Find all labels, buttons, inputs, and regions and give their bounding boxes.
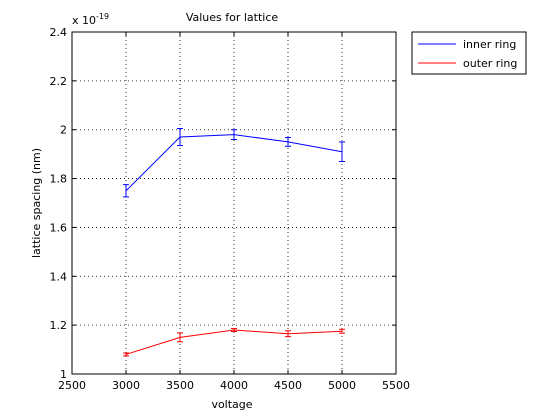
x-tick-label: 4500 <box>274 379 302 392</box>
legend-label-outer-ring: outer ring <box>463 57 517 70</box>
x-axis-label: voltage <box>211 398 252 411</box>
y-tick-label: 1.6 <box>50 221 68 234</box>
y-scale-base: x 10 <box>72 14 96 27</box>
series-outer-ring <box>123 328 345 357</box>
y-tick-label: 1 <box>60 368 67 381</box>
axis-ticks: 2500 3000 3500 4000 4500 5000 5500 1 1.2 1.4 1.6 1.… <box>50 26 411 392</box>
y-axis-label: lattice spacing (nm) <box>30 148 43 258</box>
y-tick-label: 2.4 <box>50 26 68 39</box>
y-tick-label: 2.2 <box>50 75 68 88</box>
series-inner-ring <box>123 127 345 198</box>
x-tick-label: 4000 <box>220 379 248 392</box>
y-scale-exponent: -19 <box>96 12 109 21</box>
x-tick-label: 2500 <box>58 379 86 392</box>
legend: inner ring outer ring <box>411 31 527 75</box>
x-tick-label: 3000 <box>112 379 140 392</box>
series-layer <box>123 127 345 357</box>
y-tick-label: 1.2 <box>50 319 68 332</box>
grid <box>72 32 396 374</box>
x-tick-label: 3500 <box>166 379 194 392</box>
x-tick-label: 5500 <box>382 379 410 392</box>
x-tick-label: 5000 <box>328 379 356 392</box>
y-tick-label: 1.4 <box>50 270 68 283</box>
y-tick-label: 1.8 <box>50 173 68 186</box>
legend-box <box>411 31 527 75</box>
plot-area <box>72 32 396 374</box>
legend-label-inner-ring: inner ring <box>463 38 516 51</box>
y-tick-label: 2 <box>60 124 67 137</box>
chart-title: Values for lattice <box>186 11 279 24</box>
y-scale-note: x 10-19 <box>72 12 109 27</box>
